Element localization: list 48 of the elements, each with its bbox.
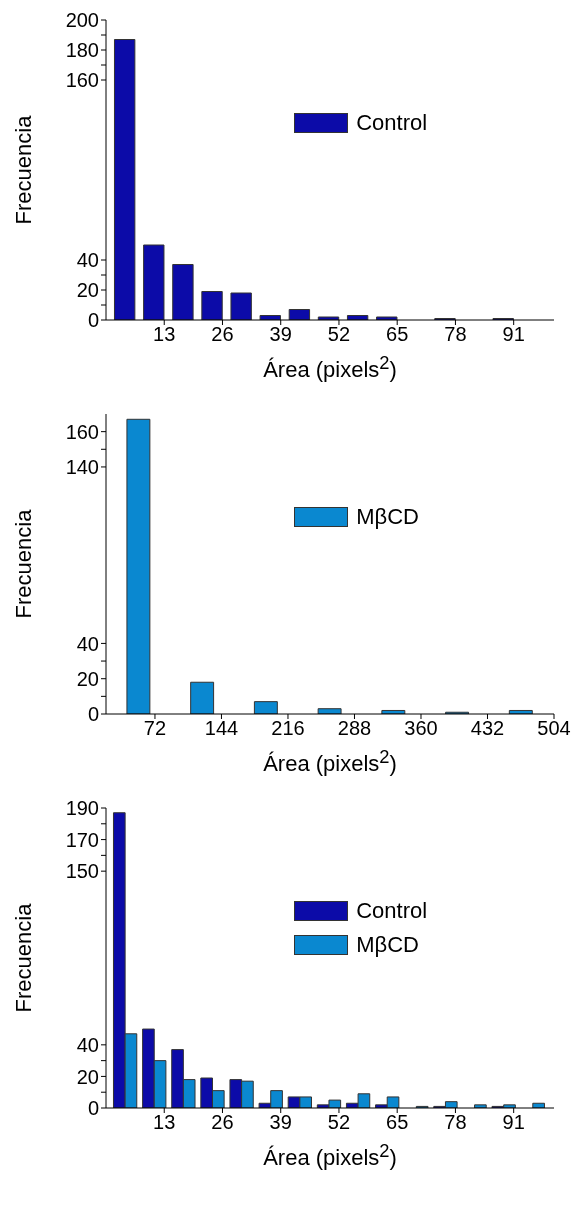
x-tick-label: 216 xyxy=(271,717,305,740)
y-axis-title: Frecuencia xyxy=(11,509,37,619)
y-tick-label: 200 xyxy=(65,9,99,32)
legend-label: MβCD xyxy=(356,504,419,530)
y-tick-label: 0 xyxy=(87,1097,99,1120)
x-tick-label: 52 xyxy=(327,1111,351,1134)
y-tick-label: 20 xyxy=(76,279,99,302)
x-tick-label: 360 xyxy=(404,717,438,740)
x-tick-label: 39 xyxy=(269,1111,292,1134)
x-tick-label: 26 xyxy=(211,1111,234,1134)
legend-label: MβCD xyxy=(356,932,419,958)
y-tick-label: 150 xyxy=(65,860,99,883)
y-tick-label: 180 xyxy=(65,39,99,62)
y-axis-title: Frecuencia xyxy=(11,903,37,1013)
x-tick-label: 13 xyxy=(153,1111,176,1134)
y-tick-label: 40 xyxy=(76,1033,99,1056)
y-tick-label: 20 xyxy=(76,1065,99,1088)
y-tick-label: 40 xyxy=(76,632,99,655)
x-axis-title: Área (pixels$^{2}$) xyxy=(262,1140,398,1172)
x-tick-label: 144 xyxy=(204,717,239,740)
y-tick-label: 40 xyxy=(76,249,99,272)
x-tick-label: 432 xyxy=(470,717,505,740)
y-tick-label: 140 xyxy=(65,456,99,479)
y-tick-label: 160 xyxy=(65,420,99,443)
legend-label: Control xyxy=(356,110,428,136)
x-tick-label: 26 xyxy=(211,323,234,346)
x-axis-title: Área (pixels$^{2}$) xyxy=(262,746,398,778)
x-tick-label: 91 xyxy=(502,323,525,346)
x-axis-title: Área (pixels$^{2}$) xyxy=(262,352,398,384)
x-tick-label: 65 xyxy=(386,1111,409,1134)
y-tick-label: 0 xyxy=(87,703,99,726)
x-tick-label: 65 xyxy=(386,323,409,346)
x-tick-label: 78 xyxy=(444,323,467,346)
x-tick-label: 91 xyxy=(502,1111,525,1134)
x-tick-label: 52 xyxy=(327,323,351,346)
x-tick-label: 504 xyxy=(537,717,571,740)
y-tick-label: 20 xyxy=(76,667,99,690)
y-tick-label: 160 xyxy=(65,69,99,92)
y-tick-label: 0 xyxy=(87,309,99,332)
y-tick-label: 190 xyxy=(65,797,99,820)
x-tick-label: 72 xyxy=(143,717,167,740)
y-tick-label: 170 xyxy=(65,828,99,851)
x-tick-label: 288 xyxy=(337,717,372,740)
y-axis-title: Frecuencia xyxy=(11,115,37,225)
x-tick-label: 13 xyxy=(153,323,176,346)
x-tick-label: 39 xyxy=(269,323,292,346)
x-tick-label: 78 xyxy=(444,1111,467,1134)
legend-label: Control xyxy=(356,898,428,924)
